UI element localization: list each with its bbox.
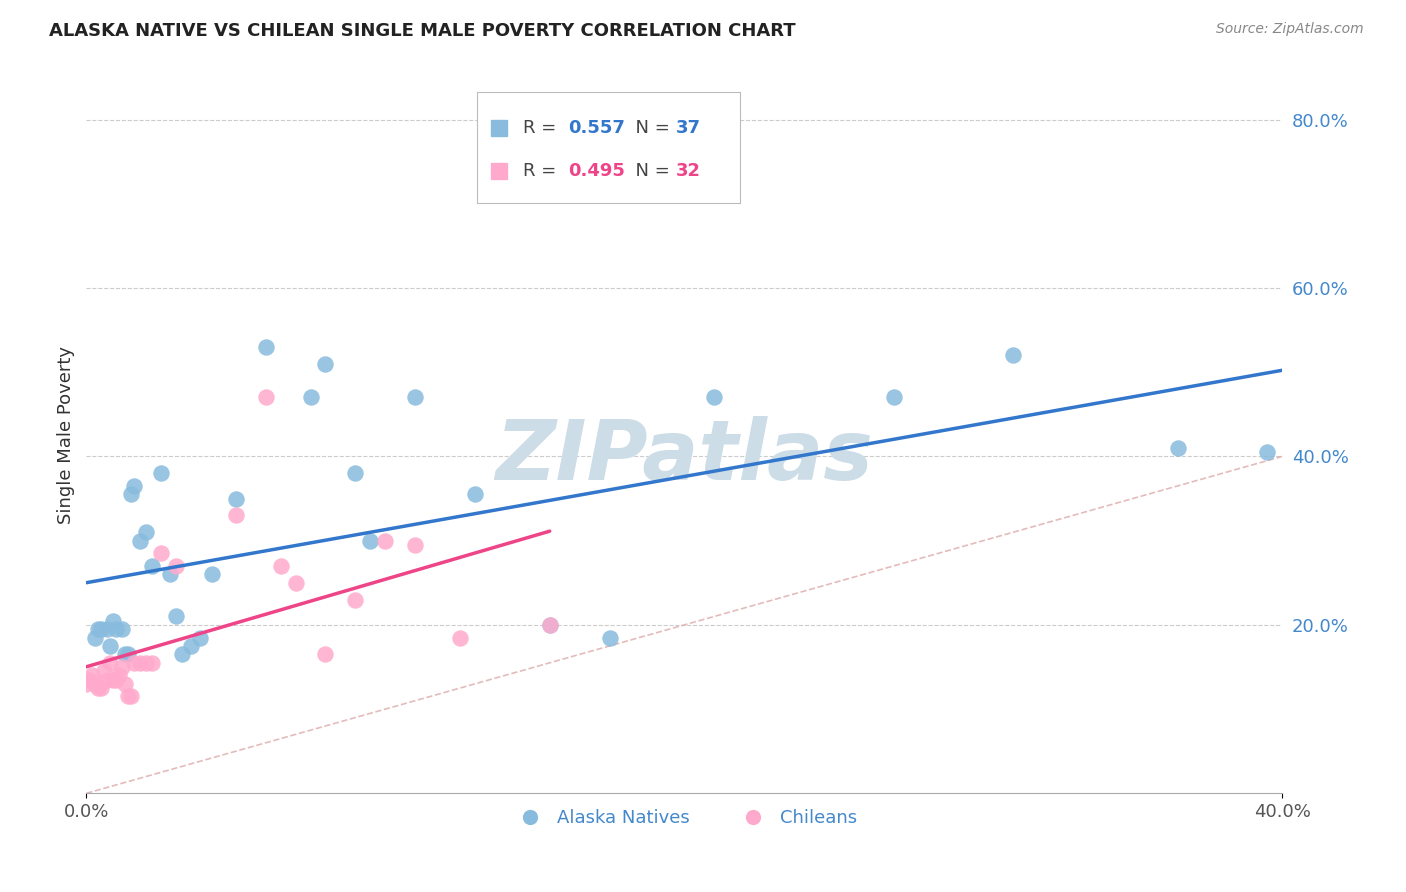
Text: N =: N =	[624, 119, 676, 136]
Point	[111, 660, 134, 674]
Point	[344, 592, 367, 607]
Point	[159, 567, 181, 582]
Point	[165, 609, 187, 624]
Point	[93, 664, 115, 678]
Point	[883, 391, 905, 405]
Text: R =: R =	[523, 119, 562, 136]
Point	[103, 614, 125, 628]
Point	[464, 487, 486, 501]
Point	[299, 391, 322, 405]
Point	[374, 533, 396, 548]
Point	[201, 567, 224, 582]
Point	[344, 467, 367, 481]
Point	[129, 656, 152, 670]
Point	[538, 618, 561, 632]
Point	[96, 622, 118, 636]
Point	[404, 391, 426, 405]
Point	[314, 648, 336, 662]
Point	[98, 656, 121, 670]
FancyBboxPatch shape	[478, 92, 741, 202]
Legend: Alaska Natives, Chileans: Alaska Natives, Chileans	[505, 802, 865, 834]
Point	[150, 467, 173, 481]
Point	[120, 487, 142, 501]
Point	[87, 622, 110, 636]
Point	[1256, 445, 1278, 459]
Point	[170, 648, 193, 662]
Point	[449, 631, 471, 645]
Point	[114, 677, 136, 691]
Text: R =: R =	[523, 161, 562, 179]
Point	[103, 673, 125, 687]
Point	[254, 391, 277, 405]
Text: 0.557: 0.557	[568, 119, 626, 136]
Point	[108, 668, 131, 682]
Text: Source: ZipAtlas.com: Source: ZipAtlas.com	[1216, 22, 1364, 37]
Text: 0.495: 0.495	[568, 161, 626, 179]
Point	[225, 508, 247, 523]
Text: 32: 32	[676, 161, 700, 179]
Point	[129, 533, 152, 548]
Point	[165, 558, 187, 573]
Point	[1002, 348, 1025, 362]
Text: 37: 37	[676, 119, 700, 136]
Text: N =: N =	[624, 161, 676, 179]
Point	[98, 639, 121, 653]
Point	[87, 681, 110, 695]
Point	[703, 391, 725, 405]
Point	[150, 546, 173, 560]
Point	[90, 622, 112, 636]
Point	[120, 690, 142, 704]
Point	[96, 673, 118, 687]
Point	[188, 631, 211, 645]
Point	[314, 357, 336, 371]
Text: ZIPatlas: ZIPatlas	[495, 417, 873, 498]
Point	[114, 648, 136, 662]
Point	[82, 668, 104, 682]
Point	[111, 622, 134, 636]
Point	[105, 622, 128, 636]
Point	[141, 656, 163, 670]
Point	[122, 656, 145, 670]
Point	[254, 340, 277, 354]
Point	[141, 558, 163, 573]
Point	[135, 656, 157, 670]
Point	[117, 648, 139, 662]
Point	[90, 681, 112, 695]
Point	[284, 575, 307, 590]
Y-axis label: Single Male Poverty: Single Male Poverty	[58, 346, 75, 524]
Point	[225, 491, 247, 506]
Text: ALASKA NATIVE VS CHILEAN SINGLE MALE POVERTY CORRELATION CHART: ALASKA NATIVE VS CHILEAN SINGLE MALE POV…	[49, 22, 796, 40]
Point	[117, 690, 139, 704]
Point	[105, 673, 128, 687]
Point	[270, 558, 292, 573]
Point	[1167, 441, 1189, 455]
Point	[84, 677, 107, 691]
Point	[77, 673, 100, 687]
Point	[84, 631, 107, 645]
Point	[122, 479, 145, 493]
Point	[599, 631, 621, 645]
Point	[135, 525, 157, 540]
Point	[404, 538, 426, 552]
Point	[180, 639, 202, 653]
Point	[359, 533, 381, 548]
Point	[75, 677, 97, 691]
Point	[538, 618, 561, 632]
